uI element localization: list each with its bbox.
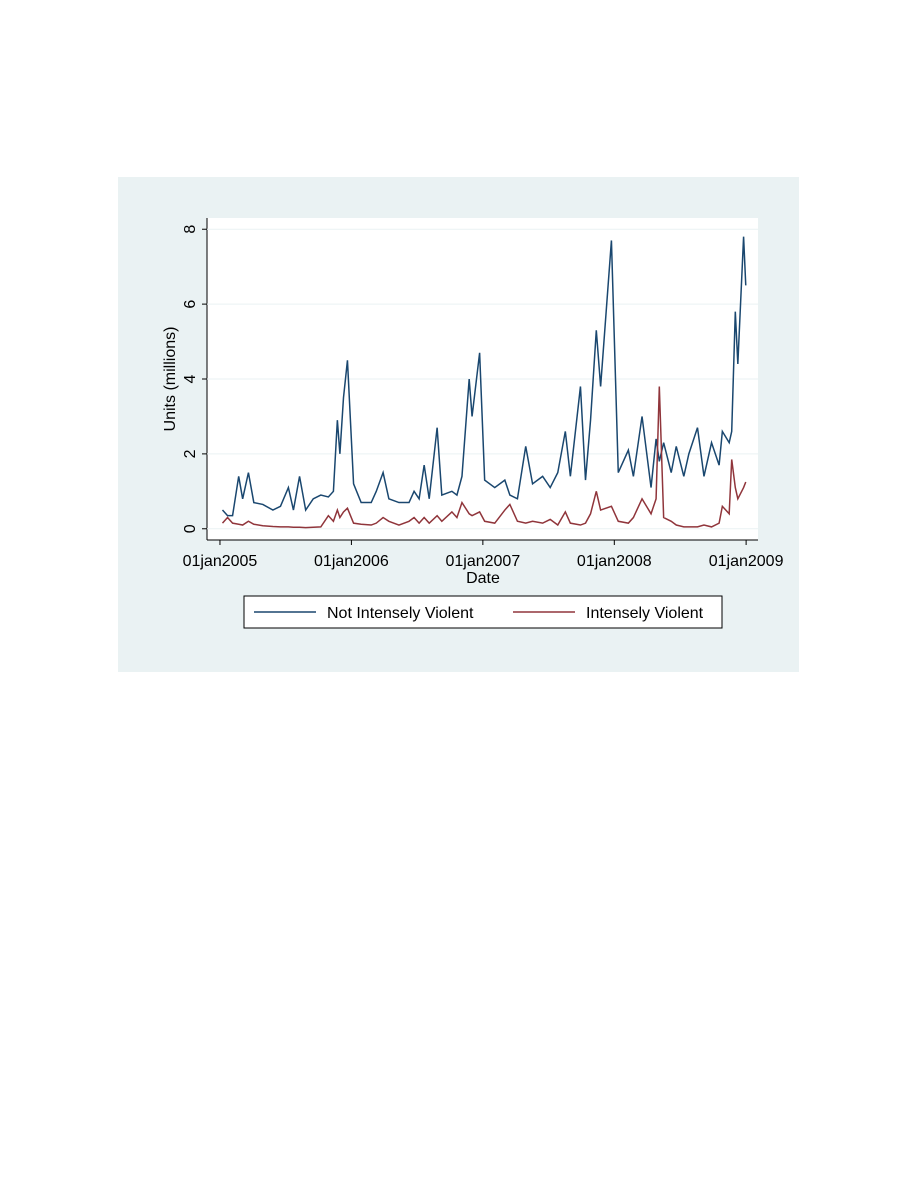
legend	[243, 595, 723, 629]
x-tick-label: 01jan2008	[577, 553, 652, 570]
y-tick-label: 2	[182, 449, 199, 458]
y-tick-label: 6	[182, 300, 199, 309]
legend-label: Intensely Violent	[586, 605, 704, 622]
y-tick-label: 4	[182, 374, 199, 383]
legend-label: Not Intensely Violent	[327, 605, 474, 622]
x-tick-label: 01jan2007	[445, 553, 520, 570]
x-tick-label: 01jan2006	[314, 553, 389, 570]
y-tick-label: 8	[182, 225, 199, 234]
y-axis-label: Units (millions)	[162, 327, 179, 432]
x-axis-label: Date	[466, 570, 500, 587]
x-tick-label: 01jan2005	[183, 553, 258, 570]
series-line	[221, 236, 747, 517]
y-tick-label: 0	[182, 524, 199, 533]
series-line	[221, 386, 747, 529]
x-tick-label: 01jan2009	[709, 553, 784, 570]
